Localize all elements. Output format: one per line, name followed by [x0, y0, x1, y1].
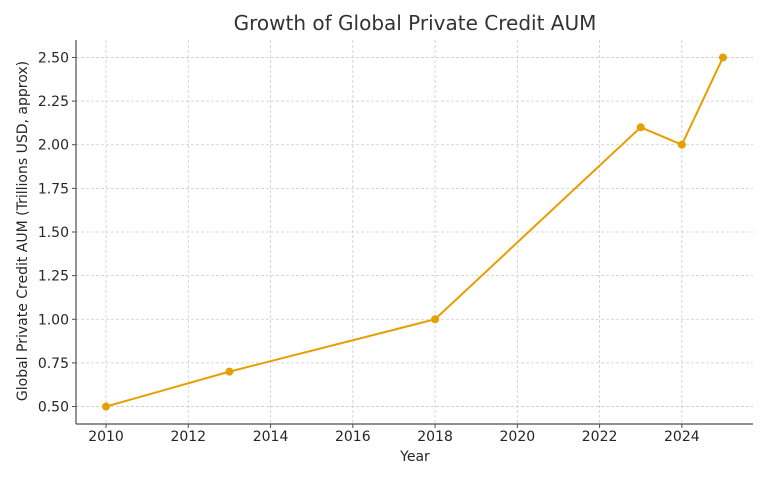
x-tick-label: 2022 [582, 429, 618, 445]
x-tick-label: 2024 [664, 429, 700, 445]
y-tick-label: 2.50 [38, 50, 69, 66]
y-tick-label: 1.75 [38, 181, 69, 197]
x-tick-label: 2016 [335, 429, 371, 445]
data-point-marker [636, 123, 645, 132]
data-point-marker [718, 53, 727, 62]
y-tick-label: 1.25 [38, 269, 69, 285]
x-tick-label: 2014 [253, 429, 289, 445]
y-tick-label: 2.25 [38, 94, 69, 110]
y-tick-label: 1.50 [38, 225, 69, 241]
y-axis-label: Global Private Credit AUM (Trillions USD… [15, 61, 31, 401]
x-tick-label: 2020 [500, 429, 536, 445]
x-tick-label: 2012 [170, 429, 206, 445]
x-axis-ticks: 2010 2012 2014 2016 2018 2020 2022 2024 [88, 424, 700, 445]
y-axis-ticks: 0.50 0.75 1.00 1.25 1.50 1.75 2.00 2.25 2.50 [38, 50, 76, 416]
x-tick-label: 2018 [417, 429, 453, 445]
x-tick-label: 2010 [88, 429, 124, 445]
y-tick-label: 1.00 [38, 312, 69, 328]
data-point-marker [225, 367, 234, 376]
data-point-marker [102, 402, 111, 411]
y-tick-label: 0.50 [38, 400, 69, 416]
data-series [102, 53, 727, 411]
series-line [105, 57, 724, 408]
x-axis-label: Year [399, 449, 430, 465]
data-point-marker [677, 140, 686, 149]
chart-title: Growth of Global Private Credit AUM [234, 11, 597, 35]
y-tick-label: 2.00 [38, 138, 69, 154]
grid-lines [76, 40, 753, 424]
y-tick-label: 0.75 [38, 356, 69, 372]
data-point-marker [431, 315, 440, 324]
